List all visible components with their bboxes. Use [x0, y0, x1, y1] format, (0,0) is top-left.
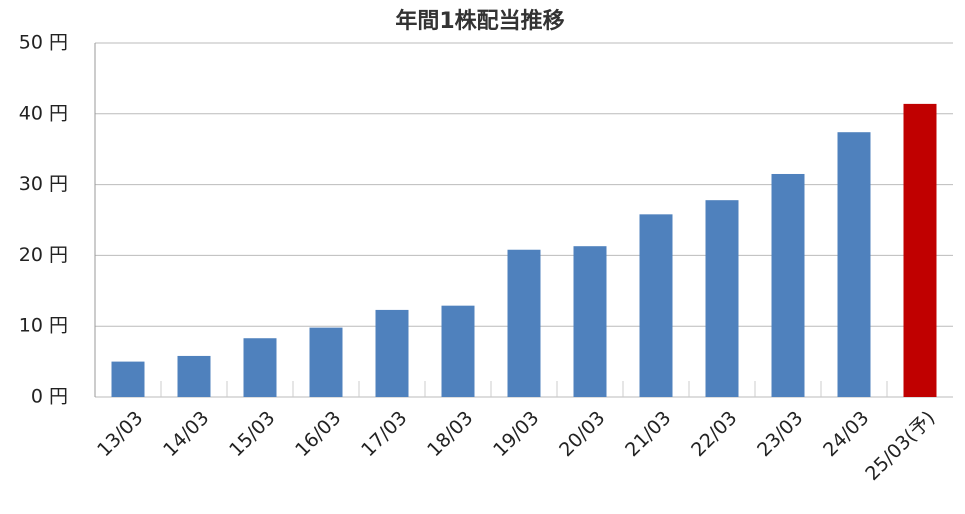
bar [639, 214, 673, 397]
bar [111, 361, 145, 397]
y-tick-label: 20 円 [19, 244, 68, 266]
bar [903, 103, 937, 397]
x-tick-label: 13/03 [93, 407, 147, 461]
chart-title: 年間1株配当推移 [395, 8, 564, 34]
bar [177, 355, 211, 397]
x-tick-label: 25/03(予) [861, 407, 939, 485]
bar [837, 132, 871, 397]
bar [441, 305, 475, 397]
x-tick-label: 24/03 [819, 407, 873, 461]
y-tick-label: 40 円 [19, 102, 68, 124]
bar [771, 173, 805, 397]
y-tick-label: 50 円 [19, 32, 68, 54]
y-tick-label: 10 円 [19, 315, 68, 337]
x-tick-label: 19/03 [489, 407, 543, 461]
bar [573, 246, 607, 397]
bar [705, 200, 739, 397]
x-tick-label: 17/03 [357, 407, 411, 461]
bar [507, 249, 541, 397]
x-tick-label: 21/03 [621, 407, 675, 461]
x-tick-label: 15/03 [225, 407, 279, 461]
x-tick-label: 23/03 [753, 407, 807, 461]
x-tick-label: 22/03 [687, 407, 741, 461]
bar [243, 338, 277, 397]
x-tick-label: 16/03 [291, 407, 345, 461]
y-tick-label: 30 円 [19, 173, 68, 195]
x-tick-label: 14/03 [159, 407, 213, 461]
x-tick-label: 20/03 [555, 407, 609, 461]
x-tick-label: 18/03 [423, 407, 477, 461]
y-tick-label: 0 円 [31, 386, 68, 408]
bar [309, 327, 343, 397]
bar [375, 309, 409, 397]
